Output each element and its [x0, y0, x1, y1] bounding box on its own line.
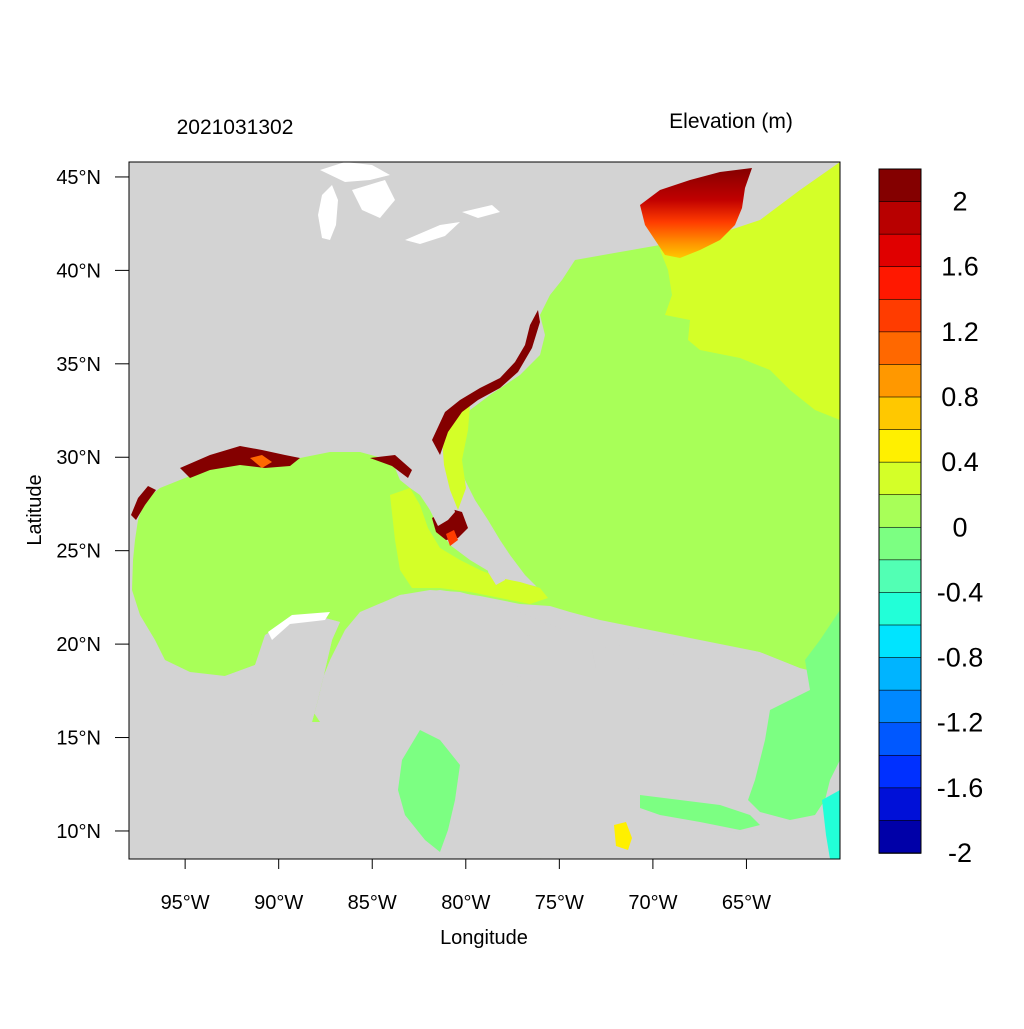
colorbar-tick-label: 2 [952, 187, 967, 217]
colorbar-swatch [878, 331, 922, 366]
trinidad-negative-zone [822, 790, 840, 859]
texas-surge [131, 486, 156, 520]
gulf-of-maine-surge [640, 168, 752, 258]
colorbar-tick-label: 0.8 [941, 382, 979, 412]
x-axis: 95°W 90°W 85°W 80°W 75°W 70°W 65°W [161, 859, 771, 914]
cuba-land [380, 590, 580, 645]
x-tick-label: 70°W [628, 892, 677, 914]
yucatan-coast [268, 612, 330, 640]
carolina-surge [432, 310, 540, 455]
colorbar-swatch [878, 754, 922, 789]
colorbar-tick-label: 0 [952, 512, 967, 542]
x-tick-label: 85°W [348, 892, 397, 914]
northeast-positive-zone [660, 162, 840, 420]
lake-ontario [462, 205, 500, 218]
colorbar-tick-label: -1.6 [937, 773, 984, 803]
map-panel [129, 162, 840, 859]
y-tick-label: 40°N [56, 260, 101, 282]
bigbend-surge [370, 455, 412, 478]
lake-erie [405, 222, 460, 244]
y-tick-label: 30°N [56, 447, 101, 469]
colorbar-swatch [878, 298, 922, 333]
south-america-land [540, 826, 830, 859]
jamaica-land [500, 676, 535, 688]
y-tick-label: 10°N [56, 821, 101, 843]
lake-huron [352, 180, 395, 218]
x-axis-label: Longitude [440, 927, 528, 949]
y-tick-label: 25°N [56, 541, 101, 563]
colorbar-swatch [878, 266, 922, 301]
y-tick-label: 35°N [56, 354, 101, 376]
colorbar-swatch [878, 494, 922, 529]
y-tick-label: 15°N [56, 728, 101, 750]
x-tick-label: 75°W [535, 892, 584, 914]
florida-east-positive-zone [442, 405, 470, 510]
colorbar [878, 168, 922, 854]
colorbar-swatch [878, 429, 922, 463]
colorbar-tick-label: 0.4 [941, 447, 979, 477]
colorbar-labels: 2 1.6 1.2 0.8 0.4 0 -0.4 -0.8 -1.2 -1.6 -2 [937, 187, 984, 868]
colorbar-tick-label: -0.4 [937, 577, 984, 607]
venezuela-negative-zone [640, 795, 760, 830]
x-tick-label: 80°W [441, 892, 490, 914]
florida-land [412, 458, 455, 526]
colorbar-swatch [878, 168, 922, 203]
colorbar-tick-label: -2 [948, 838, 972, 868]
colorbar-swatch [878, 233, 922, 268]
colorbar-swatch [878, 787, 922, 822]
colorbar-swatch [878, 364, 922, 398]
colorbar-frame [878, 168, 922, 854]
timestamp-label: 2021031302 [177, 116, 294, 139]
colorbar-tick-label: -0.8 [937, 643, 984, 673]
bahamas-positive-zone [390, 488, 548, 604]
lake-michigan [318, 185, 338, 240]
colorbar-swatch [878, 820, 922, 854]
colorbar-swatch [878, 624, 922, 659]
colorbar-swatch [878, 592, 922, 626]
colorbar-swatch [878, 461, 922, 496]
ocean-area [132, 162, 840, 859]
colorbar-swatch [878, 526, 922, 561]
x-tick-label: 90°W [254, 892, 303, 914]
bahamas-islands [488, 548, 508, 585]
south-florida-surge-core [446, 530, 458, 546]
x-tick-label: 65°W [722, 892, 771, 914]
louisiana-surge [180, 446, 300, 478]
colorbar-swatch [878, 722, 922, 757]
colorbar-tick-label: 1.6 [941, 252, 979, 282]
colorbar-swatch [878, 689, 922, 724]
colorbar-tick-label: 1.2 [941, 317, 979, 347]
plot-frame [128, 161, 841, 860]
honduras-negative-zone [398, 730, 460, 852]
colorbar-tick-label: -1.2 [937, 708, 984, 738]
caribbean-negative-zone [748, 610, 840, 820]
hispaniola-land [592, 645, 680, 672]
louisiana-surge-orange [250, 455, 272, 468]
y-axis: 45°N 40°N 35°N 30°N 25°N 20°N 15°N 10°N [56, 167, 129, 843]
variable-title: Elevation (m) [669, 110, 793, 133]
y-tick-label: 45°N [56, 167, 101, 189]
y-axis-label: Latitude [24, 474, 46, 545]
colorbar-swatch [878, 396, 922, 431]
yucatan-land [129, 618, 340, 722]
lake-superior [320, 162, 390, 182]
y-tick-label: 20°N [56, 634, 101, 656]
maracaibo-lake [614, 822, 632, 850]
colorbar-swatch [878, 201, 922, 235]
x-tick-label: 95°W [161, 892, 210, 914]
colorbar-swatch [878, 657, 922, 691]
puerto-rico-land [706, 676, 735, 685]
colorbar-swatch [878, 559, 922, 594]
